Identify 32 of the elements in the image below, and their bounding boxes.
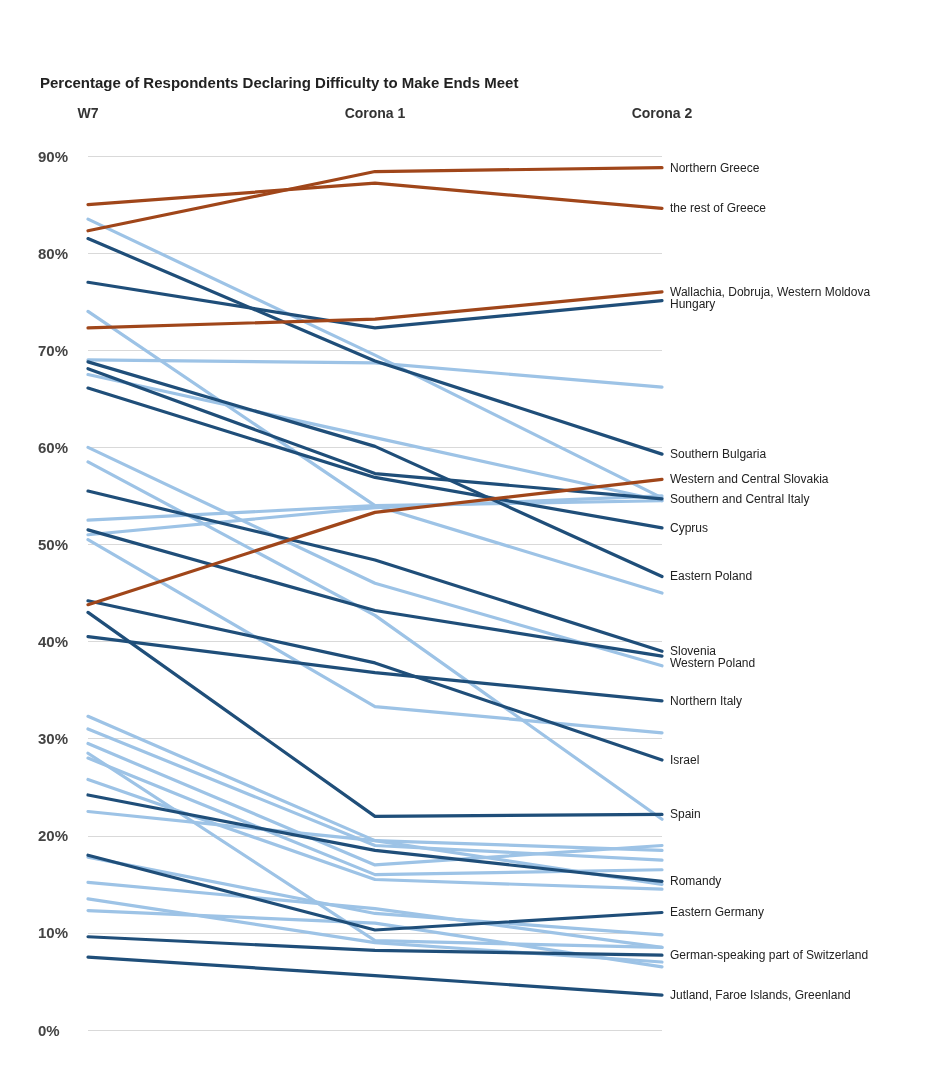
y-tick-label: 80% xyxy=(38,244,69,262)
chart-title: Percentage of Respondents Declaring Difficulty to Make Ends Meet xyxy=(40,74,519,91)
series-label: the rest of Greece xyxy=(670,201,767,216)
y-tick-label: 70% xyxy=(38,341,69,359)
x-tick-label: Corona 1 xyxy=(344,105,406,121)
series-label: Southern and Central Italy xyxy=(670,491,810,506)
series-label: Romandy xyxy=(670,874,722,889)
series-label: Jutland, Faroe Islands, Greenland xyxy=(670,988,851,1003)
series-label: Wallachia, Dobruja, Western Moldova xyxy=(670,284,871,299)
y-tick-label: 60% xyxy=(38,438,69,456)
y-tick-label: 90% xyxy=(38,147,69,165)
series-label: Northern Italy xyxy=(670,693,743,708)
series-label: Cyprus xyxy=(670,520,709,535)
y-tick-label: 20% xyxy=(38,827,69,845)
series-label: Israel xyxy=(670,753,700,768)
y-tick-label: 50% xyxy=(38,535,69,553)
y-tick-label: 30% xyxy=(38,730,69,748)
series-label: Slovenia xyxy=(670,644,717,659)
series-label: Eastern Germany xyxy=(670,905,765,920)
y-tick-label: 10% xyxy=(38,924,69,942)
y-tick-label: 0% xyxy=(38,1021,60,1039)
series-label: Western and Central Slovakia xyxy=(670,472,829,487)
x-tick-label: Corona 2 xyxy=(631,105,693,121)
x-tick-label: W7 xyxy=(77,105,99,121)
series-label: Northern Greece xyxy=(670,160,760,175)
series-label: Hungary xyxy=(670,296,716,311)
series-label: German-speaking part of Switzerland xyxy=(670,948,869,963)
y-tick-label: 40% xyxy=(38,633,69,651)
series-label: Western Poland xyxy=(670,656,756,671)
series-label: Spain xyxy=(670,807,701,822)
series-label: Southern Bulgaria xyxy=(670,447,767,462)
series-label: Eastern Poland xyxy=(670,569,753,584)
